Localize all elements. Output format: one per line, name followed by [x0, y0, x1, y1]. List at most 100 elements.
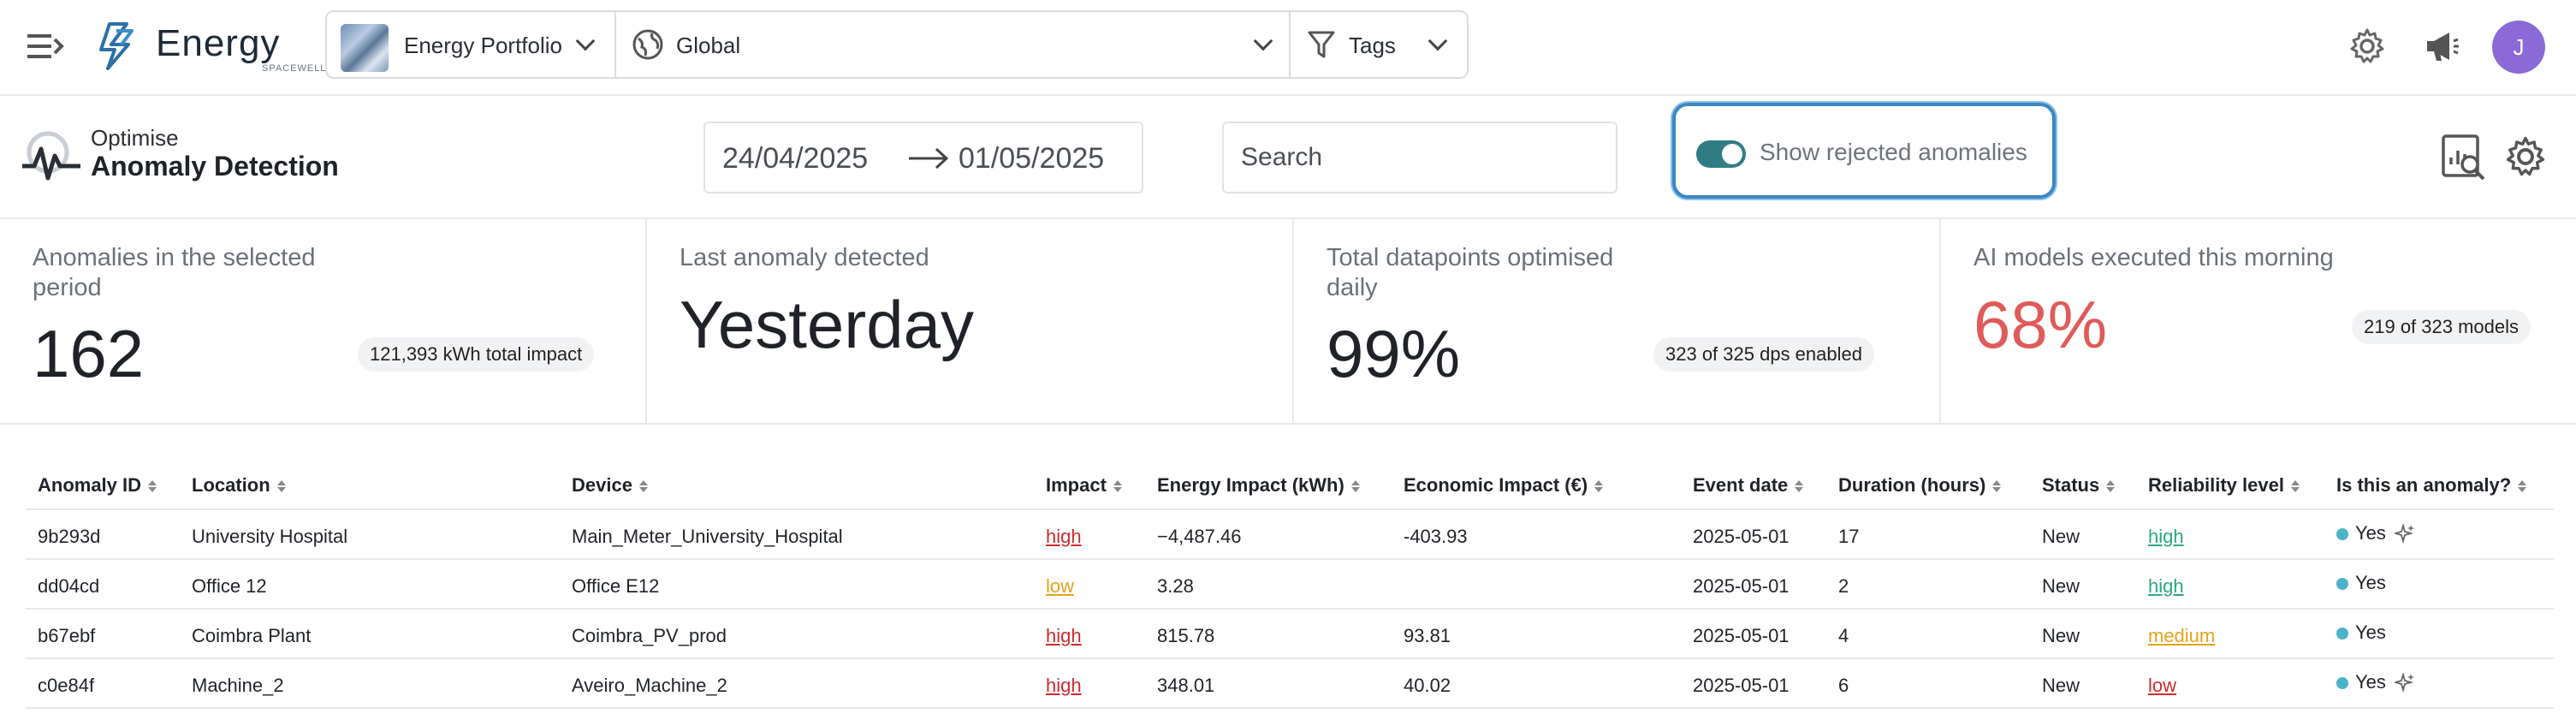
cell-event-date: 2025-05-01 — [1693, 675, 1790, 696]
app-logo[interactable]: Energy SPACEWELL — [92, 19, 325, 74]
column-header[interactable]: Event date — [1693, 474, 1804, 497]
megaphone-icon[interactable] — [2424, 29, 2461, 63]
sort-icon — [1795, 480, 1804, 493]
cell-energy-impact: −4,487.46 — [1157, 526, 1242, 547]
cell-status: New — [2042, 675, 2080, 696]
cell-device: Office E12 — [572, 575, 660, 597]
page-header: Optimise Anomaly Detection 24/04/2025 01… — [0, 96, 2576, 219]
gear-icon[interactable] — [2348, 27, 2386, 65]
portfolio-dropdown[interactable]: Energy Portfolio — [327, 12, 616, 77]
column-header[interactable]: Energy Impact (kWh) — [1157, 474, 1360, 497]
sort-icon — [2518, 480, 2527, 493]
cell-energy-impact: 3.28 — [1157, 575, 1194, 597]
top-bar: Energy SPACEWELL Energy Portfolio Global… — [0, 0, 2576, 96]
cell-impact-link[interactable]: high — [1046, 526, 1082, 547]
kpi-title: Anomalies in the selected period — [33, 244, 316, 301]
cell-anomaly-id: c0e84f — [38, 675, 95, 696]
region-label: Global — [676, 33, 741, 58]
cell-location: University Hospital — [192, 526, 348, 547]
cell-location: Coimbra Plant — [192, 625, 312, 646]
cell-impact-link[interactable]: high — [1046, 675, 1082, 696]
show-rejected-label[interactable]: Show rejected anomalies — [1760, 139, 2027, 165]
date-range-picker[interactable]: 24/04/2025 01/05/2025 — [703, 122, 1143, 193]
cell-duration: 6 — [1838, 675, 1849, 696]
sort-icon — [2290, 480, 2300, 493]
sort-icon — [2106, 480, 2116, 493]
kpi-cards: Anomalies in the selected period 162 121… — [0, 219, 2576, 425]
cell-event-date: 2025-05-01 — [1693, 575, 1790, 597]
status-dot — [2336, 628, 2348, 640]
table-header: Anomaly ID Location Device Impact Energy… — [26, 462, 2554, 510]
cell-status: New — [2042, 526, 2080, 547]
kpi-card-last-anomaly: Last anomaly detected Yesterday — [647, 219, 1294, 423]
column-header[interactable]: Reliability level — [2148, 474, 2300, 497]
search-input[interactable] — [1222, 122, 1617, 193]
kpi-value: Yesterday — [680, 287, 975, 362]
portfolio-label: Energy Portfolio — [404, 33, 562, 58]
toggle-knob — [1722, 144, 1742, 164]
tags-filter-dropdown[interactable]: Tags — [1291, 12, 1467, 77]
cell-event-date: 2025-05-01 — [1693, 625, 1790, 646]
cell-impact-link[interactable]: low — [1046, 575, 1075, 597]
column-header[interactable]: Economic Impact (€) — [1404, 474, 1604, 497]
column-header[interactable]: Device — [572, 474, 648, 497]
table-row[interactable]: c0e84f Machine_2 Aveiro_Machine_2 high 3… — [26, 659, 2554, 709]
cell-is-anomaly[interactable]: Yes — [2336, 622, 2386, 644]
anomaly-pulse-icon — [22, 131, 80, 181]
user-avatar[interactable]: J — [2492, 21, 2545, 74]
cell-device: Aveiro_Machine_2 — [572, 675, 727, 696]
region-dropdown[interactable]: Global — [616, 12, 1291, 77]
kpi-card-ai-models: AI models executed this morning 68% 219 … — [1941, 219, 2576, 423]
table-row[interactable]: 9b293d University Hospital Main_Meter_Un… — [26, 510, 2554, 560]
menu-expand-icon[interactable] — [26, 31, 65, 62]
column-header[interactable]: Anomaly ID — [38, 474, 157, 497]
answer-label: Yes — [2355, 671, 2386, 693]
sort-icon — [638, 480, 648, 493]
sort-icon — [148, 480, 157, 493]
answer-label: Yes — [2355, 522, 2386, 544]
settings-gear-icon[interactable] — [2504, 135, 2547, 178]
table-row[interactable]: dd04cd Office 12 Office E12 low 3.28 202… — [26, 560, 2554, 610]
cell-anomaly-id: b67ebf — [38, 625, 96, 646]
cell-device: Coimbra_PV_prod — [572, 625, 727, 646]
show-rejected-toggle[interactable] — [1696, 140, 1746, 168]
filter-icon — [1308, 31, 1335, 58]
column-header[interactable]: Duration (hours) — [1838, 474, 2002, 497]
cell-economic-impact: 93.81 — [1404, 625, 1451, 646]
cell-duration: 17 — [1838, 526, 1860, 547]
cell-impact-link[interactable]: high — [1046, 625, 1082, 646]
tags-label: Tags — [1349, 33, 1396, 58]
sparkle-icon[interactable] — [2394, 673, 2415, 693]
sparkle-icon[interactable] — [2394, 524, 2415, 544]
column-header[interactable]: Status — [2042, 474, 2116, 497]
cell-location: Machine_2 — [192, 675, 284, 696]
logo-subtitle: SPACEWELL — [262, 63, 327, 74]
show-rejected-toggle-group: Show rejected anomalies — [1672, 103, 2056, 199]
report-search-icon[interactable] — [2441, 134, 2487, 181]
cell-reliability-link[interactable]: high — [2148, 526, 2184, 547]
cell-location: Office 12 — [192, 575, 267, 597]
kpi-badge: 121,393 kWh total impact — [358, 337, 595, 372]
column-header[interactable]: Is this an anomaly? — [2336, 474, 2527, 497]
globe-icon — [632, 29, 663, 60]
column-header[interactable]: Location — [192, 474, 286, 497]
cell-is-anomaly[interactable]: Yes — [2336, 572, 2386, 594]
kpi-value: 99% — [1327, 316, 1461, 391]
cell-reliability-link[interactable]: high — [2148, 575, 2184, 597]
cell-duration: 2 — [1838, 575, 1849, 597]
kpi-card-datapoints: Total datapoints optimised daily 99% 323… — [1294, 219, 1941, 423]
cell-economic-impact: 40.02 — [1404, 675, 1451, 696]
cell-is-anomaly[interactable]: Yes — [2336, 671, 2415, 693]
column-header[interactable]: Impact — [1046, 474, 1122, 497]
cell-anomaly-id: dd04cd — [38, 575, 100, 597]
date-end[interactable]: 01/05/2025 — [959, 142, 1105, 175]
date-start[interactable]: 24/04/2025 — [722, 142, 869, 175]
kpi-title: Total datapoints optimised daily — [1327, 244, 1614, 301]
cell-energy-impact: 348.01 — [1157, 675, 1215, 696]
cell-reliability-link[interactable]: medium — [2148, 625, 2216, 646]
kpi-title: Last anomaly detected — [680, 244, 929, 271]
cell-reliability-link[interactable]: low — [2148, 675, 2177, 696]
table-row[interactable]: b67ebf Coimbra Plant Coimbra_PV_prod hig… — [26, 610, 2554, 659]
cell-is-anomaly[interactable]: Yes — [2336, 522, 2415, 544]
cell-device: Main_Meter_University_Hospital — [572, 526, 843, 547]
